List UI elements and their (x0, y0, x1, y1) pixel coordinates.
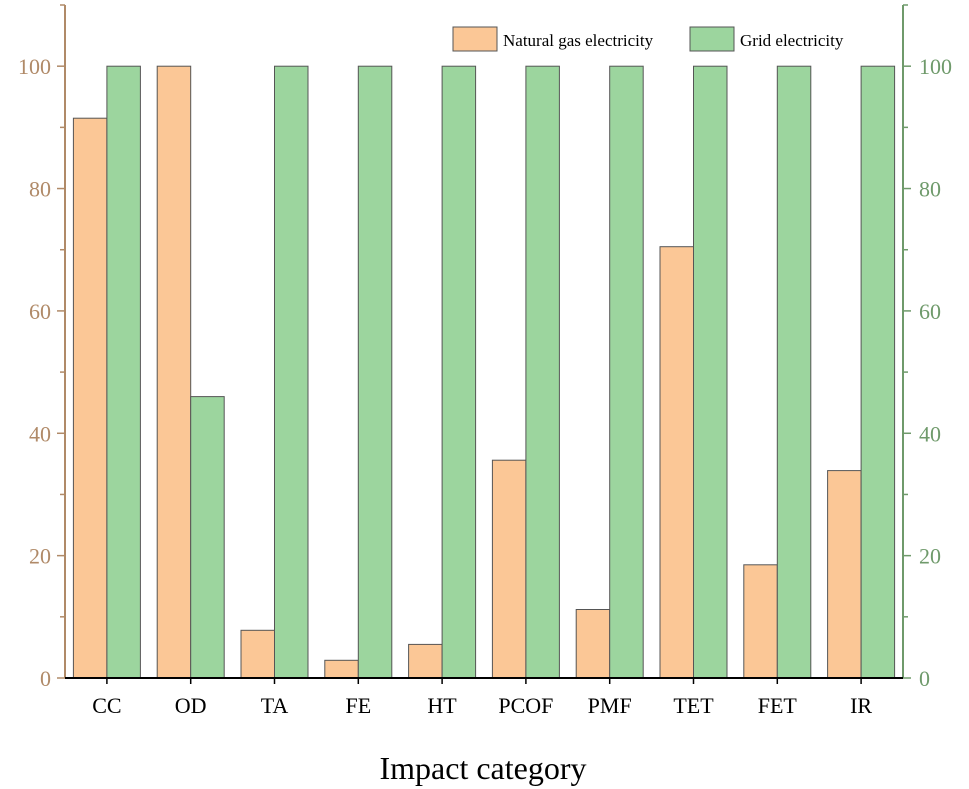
x-tick-label: FE (345, 693, 371, 718)
legend-label-natural-gas: Natural gas electricity (503, 31, 654, 50)
left-y-tick-label: 20 (29, 544, 51, 569)
right-y-tick-label: 80 (919, 177, 941, 202)
right-y-tick-label: 60 (919, 299, 941, 324)
legend: Natural gas electricity Grid electricity (452, 26, 844, 52)
right-y-tick-label: 100 (919, 54, 952, 79)
bar-grid-pcof (525, 65, 560, 679)
x-tick-label: OD (175, 693, 207, 718)
right-y-tick-label: 40 (919, 421, 941, 446)
left-y-tick-label: 80 (29, 177, 51, 202)
bar-grid-fet (776, 65, 812, 679)
bar-natural-gas-tet (659, 246, 694, 679)
bar-natural-gas-fe (324, 659, 359, 679)
bars-layer (72, 65, 896, 679)
x-tick-label: CC (92, 693, 121, 718)
bar-natural-gas-pcof (491, 459, 527, 679)
bar-natural-gas-ir (827, 470, 862, 679)
bar-natural-gas-cc (72, 117, 108, 679)
legend-swatch-grid (689, 26, 735, 52)
bar-grid-od (190, 396, 225, 679)
left-y-tick-label: 100 (18, 54, 51, 79)
bar-grid-ta (274, 65, 309, 679)
bar-grid-ir (860, 65, 896, 679)
bar-grid-pmf (609, 65, 644, 679)
bar-grid-cc (106, 65, 141, 679)
x-tick-label: HT (427, 693, 457, 718)
bar-grid-ht (441, 65, 477, 679)
bar-natural-gas-pmf (575, 609, 611, 679)
bar-natural-gas-ht (408, 643, 443, 679)
bar-natural-gas-od (156, 65, 192, 679)
right-y-tick-label: 20 (919, 544, 941, 569)
bar-natural-gas-fet (743, 564, 778, 679)
left-y-tick-label: 60 (29, 299, 51, 324)
x-tick-label: TA (261, 693, 289, 718)
x-tick-label: IR (850, 693, 872, 718)
x-axis-title: Impact category (380, 750, 587, 786)
bar-grid-tet (693, 65, 728, 679)
x-tick-label: FET (758, 693, 798, 718)
x-tick-label: PMF (588, 693, 632, 718)
legend-label-grid: Grid electricity (740, 31, 844, 50)
left-y-tick-label: 40 (29, 421, 51, 446)
right-y-tick-label: 0 (919, 666, 930, 691)
axes-layer: CC OD TA FE HT PCOF PMF TET FET IR 0 0 20 20 40 40 60 60 8… (18, 4, 952, 718)
bar-grid-fe (357, 65, 393, 679)
left-y-tick-label: 0 (40, 666, 51, 691)
legend-swatch-natural-gas (452, 26, 498, 52)
x-tick-label: PCOF (498, 693, 553, 718)
x-tick-label: TET (673, 693, 714, 718)
bar-natural-gas-ta (240, 629, 275, 679)
